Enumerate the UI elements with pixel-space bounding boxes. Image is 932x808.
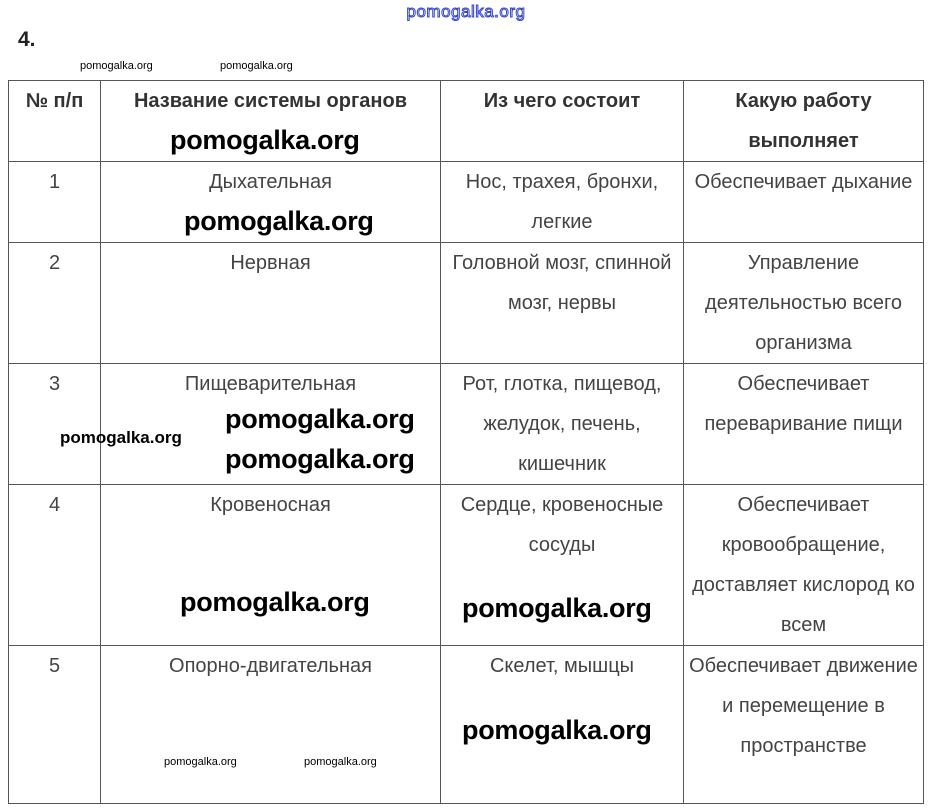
cell-system-name: Опорно-двигательная: [100, 645, 441, 804]
cell-number: 3: [8, 363, 101, 485]
table-row: 5 Опорно-двигательная Скелет, мышцы Обес…: [8, 645, 924, 804]
table-row: 3 Пищеварительная Рот, глотка, пищевод, …: [8, 363, 924, 485]
watermark: pomogalka.org: [462, 593, 652, 623]
watermark: pomogalka.org: [60, 428, 182, 447]
watermark: pomogalka.org: [225, 444, 415, 474]
header-system-name: Название системы органов: [100, 80, 441, 162]
table-row: 2 Нервная Головной мозг, спинной мозг, н…: [8, 242, 924, 364]
cell-number: 1: [8, 161, 101, 243]
table-row: 1 Дыхательная Нос, трахея, бронхи, легки…: [8, 161, 924, 243]
cell-composition: Скелет, мышцы: [440, 645, 684, 804]
header-number: № п/п: [8, 80, 101, 162]
cell-number: 5: [8, 645, 101, 804]
header-function: Какую работу выполняет: [683, 80, 924, 162]
watermark: pomogalka.org: [164, 756, 237, 768]
cell-composition: Нос, трахея, бронхи, легкие: [440, 161, 684, 243]
cell-function: Обеспечивает кровообращение, доставляет …: [683, 484, 924, 646]
watermark: pomogalka.org: [180, 587, 370, 617]
watermark: pomogalka.org: [304, 756, 377, 768]
cell-composition: Сердце, кровеносные сосуды: [440, 484, 684, 646]
table-row: 4 Кровеносная Сердце, кровеносные сосуды…: [8, 484, 924, 646]
cell-system-name: Кровеносная: [100, 484, 441, 646]
cell-function: Обеспечивает движение и перемещение в пр…: [683, 645, 924, 804]
cell-composition: Рот, глотка, пищевод, желудок, печень, к…: [440, 363, 684, 485]
task-number: 4.: [18, 28, 36, 51]
cell-system-name: Нервная: [100, 242, 441, 364]
watermark: pomogalka.org: [170, 125, 360, 155]
cell-system-name: Дыхательная: [100, 161, 441, 243]
watermark: pomogalka.org: [225, 404, 415, 434]
watermark: pomogalka.org: [184, 206, 374, 236]
organ-systems-table: № п/п Название системы органов Из чего с…: [8, 80, 924, 804]
watermark-top: pomogalka.org: [406, 2, 526, 22]
watermark: pomogalka.org: [462, 715, 652, 745]
cell-composition: Головной мозг, спинной мозг, нервы: [440, 242, 684, 364]
watermark: pomogalka.org: [220, 60, 293, 72]
cell-function: Обеспечивает дыхание: [683, 161, 924, 243]
cell-system-name: Пищеварительная: [100, 363, 441, 485]
cell-number: 4: [8, 484, 101, 646]
table-header-row: № п/п Название системы органов Из чего с…: [8, 80, 924, 162]
cell-function: Управление деятельностью всего организма: [683, 242, 924, 364]
cell-number: 2: [8, 242, 101, 364]
header-composition: Из чего состоит: [440, 80, 684, 162]
watermark: pomogalka.org: [80, 60, 153, 72]
cell-function: Обеспечивает переваривание пищи: [683, 363, 924, 485]
